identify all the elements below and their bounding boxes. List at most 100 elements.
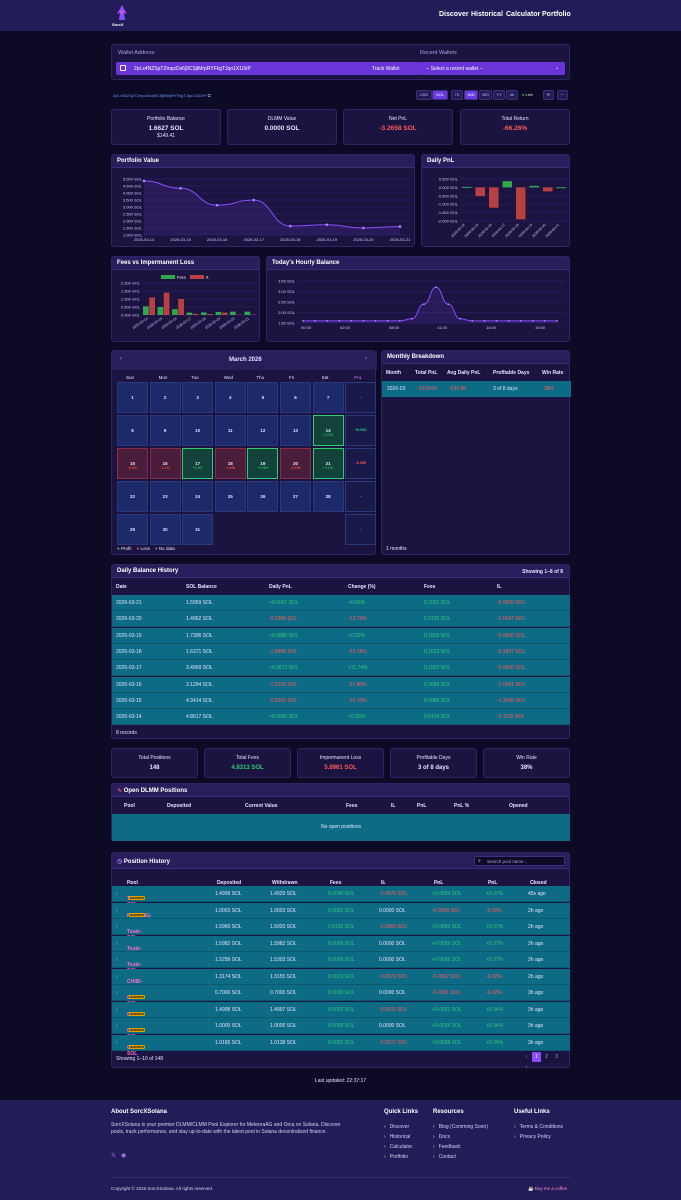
calendar-day[interactable]: 13: [280, 415, 311, 446]
footer-link[interactable]: › Docs: [433, 1134, 450, 1140]
calendar-day[interactable]: 22: [117, 481, 148, 512]
expand-icon[interactable]: ›: [116, 1006, 118, 1013]
calendar-day[interactable]: 26: [247, 481, 279, 512]
calendar-day[interactable]: 17 +0.367: [182, 448, 214, 479]
expand-icon[interactable]: ›: [116, 891, 118, 897]
calendar-day[interactable]: 30: [149, 514, 181, 545]
history-row[interactable]: 2026-03-18 1.6371 SOL -1.8988 SOL -53.18% 0.…: [112, 643, 570, 660]
range-7d[interactable]: 7D: [451, 90, 463, 100]
expand-icon[interactable]: ›: [116, 907, 118, 914]
currency-sol[interactable]: SOL: [432, 90, 448, 100]
currency-usd[interactable]: USD: [416, 90, 432, 100]
twitter-icon[interactable]: 𝕏: [111, 1153, 116, 1159]
pool-search-input[interactable]: ⌕ Search pool name...: [474, 856, 565, 866]
history-row[interactable]: 2026-03-15 4.3414 SOL -0.5203 SOL -10.70% 0.…: [112, 692, 570, 709]
footer-link[interactable]: › Historical: [384, 1134, 410, 1140]
discord-icon[interactable]: ◉: [121, 1153, 127, 1159]
wallet-input[interactable]: 2pLx4NZSpTZmpzDs6j9CSjtMrpRYFkgTJqo1X1i3…: [116, 62, 421, 75]
history-row[interactable]: 2026-03-17 3.4969 SOL +0.3673 SOL +11.74% 0.…: [112, 660, 570, 677]
prev-page-button[interactable]: ‹: [525, 1054, 528, 1060]
footer-link[interactable]: › Blog (Comming Soon): [433, 1124, 488, 1130]
calendar-day[interactable]: 15 -0.520: [117, 448, 148, 479]
settings-icon[interactable]: ⋯: [557, 90, 568, 100]
expand-icon[interactable]: ›: [116, 973, 118, 980]
calendar-day[interactable]: 27: [280, 481, 311, 512]
calendar-day[interactable]: 14 +0.000: [312, 415, 344, 446]
expand-icon[interactable]: ›: [116, 924, 118, 930]
expand-icon[interactable]: ›: [116, 940, 118, 947]
expand-icon[interactable]: ›: [116, 957, 118, 963]
history-row[interactable]: 2026-03-14 4.8617 SOL +0.0000 SOL +0.00% 0.5…: [112, 709, 570, 726]
calendar-day[interactable]: 10: [182, 415, 214, 446]
history-row[interactable]: 2026-03-21 1.5959 SOL +0.0097 SOL +0.66% 0.2…: [112, 595, 570, 611]
data-point: [252, 198, 256, 202]
page-button[interactable]: 2: [545, 1054, 548, 1060]
range-90d[interactable]: 90D: [479, 90, 492, 100]
calendar-day[interactable]: 23: [149, 481, 181, 512]
expand-icon[interactable]: ›: [116, 990, 118, 996]
calendar-day[interactable]: 6: [280, 382, 311, 413]
calendar-day[interactable]: 2: [149, 382, 181, 413]
page-button[interactable]: 3: [555, 1054, 558, 1060]
footer-link[interactable]: › Privacy Policy: [514, 1134, 551, 1140]
footer-link[interactable]: › Discover: [384, 1124, 409, 1130]
calendar-day[interactable]: 4: [214, 382, 246, 413]
nav-discover[interactable]: Discover: [439, 11, 469, 18]
footer-link[interactable]: › Terms & Conditions: [514, 1124, 563, 1130]
history-row[interactable]: 2026-03-19 1.7306 SOL +0.0885 SOL +0.02% 0.1…: [112, 627, 570, 644]
calendar-day[interactable]: 20 -0.238: [280, 448, 311, 479]
calendar-day[interactable]: 18 -1.898: [214, 448, 246, 479]
expand-icon[interactable]: ›: [116, 1023, 118, 1029]
calendar-day[interactable]: 5: [247, 382, 279, 413]
prev-month-button[interactable]: ‹: [120, 356, 122, 362]
calendar-day[interactable]: 3: [182, 382, 214, 413]
sorcx-logo[interactable]: [113, 4, 131, 26]
calendar-day[interactable]: 21 +0.100: [312, 448, 344, 479]
calendar-day[interactable]: 19 +0.089: [247, 448, 279, 479]
calendar-day[interactable]: 28: [312, 481, 344, 512]
calendar-day[interactable]: 16 -1.212: [149, 448, 181, 479]
footer-link[interactable]: › Calculator: [384, 1144, 412, 1150]
recent-wallets-select[interactable]: -- Select a recent wallet -- ⌄: [420, 62, 565, 75]
calendar-day[interactable]: 7: [312, 382, 344, 413]
range-yy[interactable]: YY: [493, 90, 505, 100]
history-row[interactable]: 2026-03-20 1.4962 SOL -0.2384 SOL -13.79% 0.…: [112, 611, 570, 628]
history-row[interactable]: 2026-03-16 3.1294 SOL -1.2120 SOL -27.80% 0.…: [112, 676, 570, 693]
footer-link[interactable]: › Feedback: [433, 1144, 461, 1150]
calendar-day[interactable]: 25: [214, 481, 246, 512]
calendar-day[interactable]: 29: [117, 514, 148, 545]
next-page-button[interactable]: ›: [525, 1064, 528, 1070]
calendar-day[interactable]: 24: [182, 481, 214, 512]
calendar-day[interactable]: 8: [117, 415, 148, 446]
monthly-row[interactable]: 2026-03 -3279.00 -534.98 3 of 8 days 38%: [382, 381, 571, 397]
footer-link[interactable]: › Contact: [433, 1154, 456, 1160]
wallet-address-link[interactable]: 2pLx4NZSpTZmpzDs4j9CSjtMrpRYFkgTJqo1X1i3…: [113, 93, 211, 98]
nav-calculator[interactable]: Calculator: [506, 11, 541, 18]
calendar-day[interactable]: 31: [182, 514, 214, 545]
page-button[interactable]: 1: [532, 1052, 541, 1062]
bell-icon[interactable]: ⍾: [543, 90, 554, 100]
range-all[interactable]: All: [506, 90, 518, 100]
nav-historical[interactable]: Historical: [471, 11, 503, 18]
next-month-button[interactable]: ›: [365, 356, 367, 362]
nav-portfolio[interactable]: Portfolio: [542, 11, 571, 18]
calendar-day[interactable]: 12: [247, 415, 279, 446]
buy-coffee-link[interactable]: ☕ Buy me a coffee: [528, 1186, 568, 1191]
calendar-day[interactable]: 9: [149, 415, 181, 446]
expand-icon[interactable]: ›: [116, 1039, 118, 1046]
calendar-day[interactable]: 11: [214, 415, 246, 446]
track-wallet-button[interactable]: Track Wallet: [372, 66, 400, 72]
footer-link[interactable]: › Portfolio: [384, 1154, 408, 1160]
calendar-day[interactable]: 1: [117, 382, 148, 413]
range-30d[interactable]: 30D: [464, 90, 478, 100]
